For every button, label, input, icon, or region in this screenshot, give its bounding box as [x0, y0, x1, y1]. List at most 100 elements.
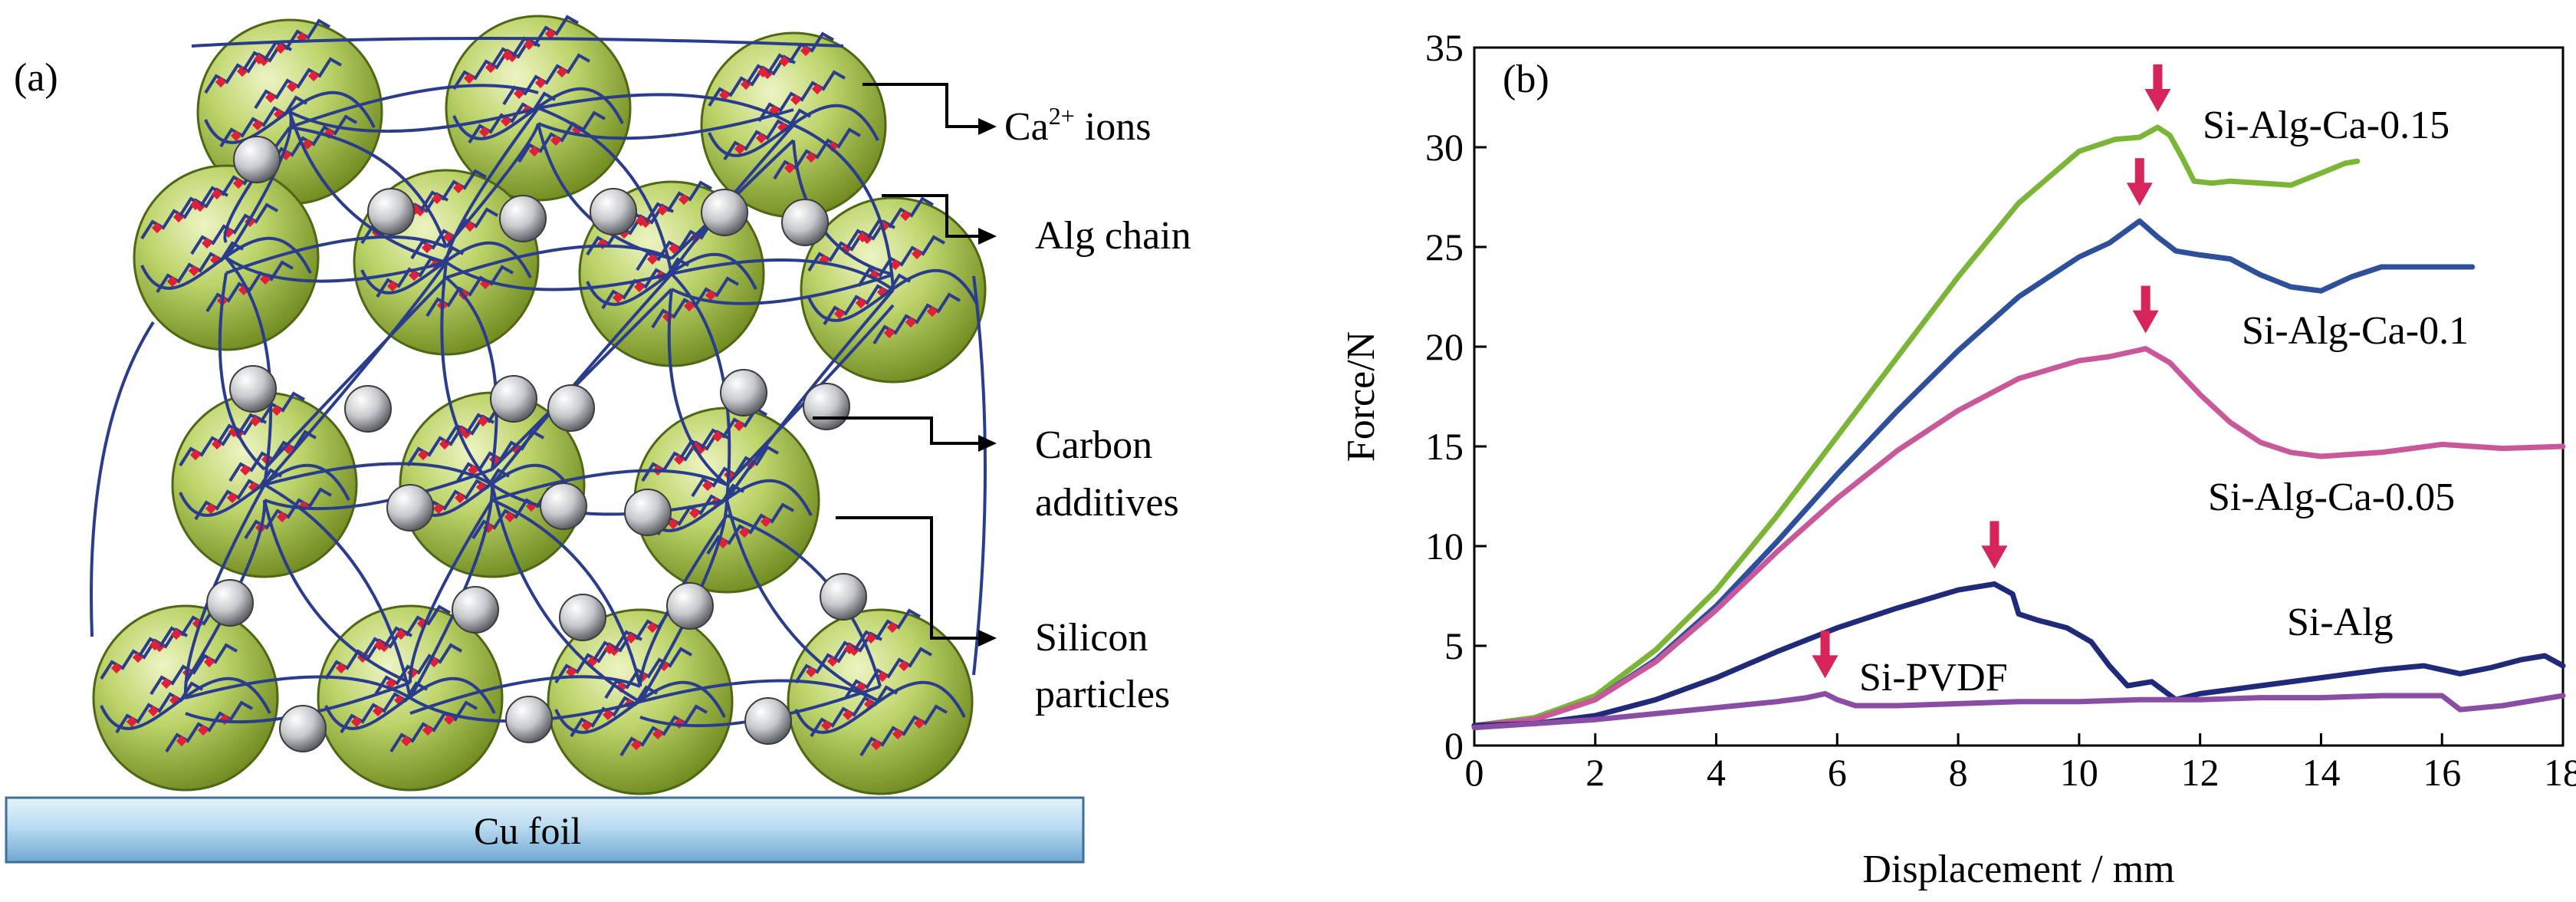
ca-ion [189, 449, 202, 461]
alg-chain-link [288, 111, 447, 264]
ca-ion [826, 140, 839, 153]
ca-ion [544, 28, 557, 40]
x-tick-label: 6 [1828, 751, 1847, 794]
ca-ion [646, 253, 659, 265]
ca-ion [307, 70, 320, 82]
ca-ion [395, 628, 407, 640]
alg-chain-link [184, 499, 267, 684]
ca-ion [463, 72, 475, 84]
ca-ion [386, 280, 399, 292]
alg-chain-link [639, 685, 881, 728]
y-tick-label: 20 [1425, 325, 1464, 368]
series-line-1 [1471, 218, 2476, 729]
ca-ion [176, 735, 188, 747]
ca-ion [784, 162, 796, 174]
alg-chain-link [639, 679, 881, 703]
ca-ion [230, 130, 242, 142]
alg-chain-link [445, 244, 672, 279]
carbon-additive [233, 136, 281, 183]
ca-ion [274, 42, 287, 54]
ca-ion [372, 705, 384, 717]
ca-ion [550, 134, 562, 146]
ca-ion [422, 724, 434, 736]
ca-ion [800, 44, 812, 57]
y-tick-label: 25 [1425, 226, 1464, 268]
alg-chain-link [491, 484, 641, 703]
series-label-si-alg: Si-Alg [2287, 601, 2394, 644]
ca-ion [889, 258, 902, 271]
y-tick-label: 10 [1425, 525, 1464, 568]
ca-ion [855, 297, 867, 309]
ca-ion [431, 193, 443, 205]
carbon-additive [781, 199, 829, 246]
peak-arrows [1812, 64, 2171, 679]
x-tick-label: 8 [1949, 751, 1968, 794]
ca-ion [705, 289, 717, 301]
ca-ion [842, 709, 854, 721]
ca-ion [913, 717, 925, 729]
carbon-additive [490, 375, 537, 423]
x-tick-label: 10 [2060, 751, 2098, 794]
cu-foil-label: Cu foil [474, 809, 581, 852]
ca-ion [253, 53, 265, 65]
ca-ion [271, 404, 283, 416]
x-axis-label: Displacement / mm [1862, 848, 2174, 891]
ca-ion [523, 38, 535, 51]
ca-ion [170, 628, 182, 640]
ca-ion [911, 248, 923, 260]
alg-chain-link [537, 93, 795, 127]
carbon-additives [206, 136, 867, 752]
ca-ion [335, 662, 347, 674]
carbon-additive [499, 195, 547, 242]
series-line-3 [1471, 581, 2566, 729]
ca-ion [500, 115, 512, 127]
alg-chain-link [445, 261, 672, 291]
ca-ion [478, 126, 491, 138]
carbon-additive [229, 365, 277, 413]
carbon-additive [624, 489, 672, 536]
ca-ion [630, 739, 642, 751]
ca-ion [205, 502, 217, 515]
ca-ion [612, 291, 624, 304]
label-alg-chain: Alg chain [1035, 214, 1191, 258]
ca-ion [755, 132, 767, 144]
alg-chain-link [90, 37, 987, 676]
carbon-additive [803, 383, 850, 430]
alg-chain-link [445, 276, 498, 470]
label-particles: particles [1035, 673, 1170, 716]
ca-ion [820, 719, 833, 732]
ca-ion [580, 719, 593, 732]
label-carbon: Carbon [1035, 423, 1152, 467]
carbon-additive [206, 579, 254, 627]
alg-chain-link [185, 681, 411, 724]
carbon-additive [820, 573, 867, 621]
alg-chain-link [491, 483, 728, 516]
ca-ion [211, 188, 223, 200]
alg-chain-link [225, 235, 447, 275]
ca-ion [892, 728, 904, 740]
ca-ion [702, 479, 714, 492]
ca-ion [711, 430, 724, 443]
carbon-additive [547, 384, 595, 432]
label-additives: additives [1035, 481, 1179, 525]
ca-ion [625, 632, 637, 644]
carbon-additive [386, 484, 434, 532]
ca-ion [926, 305, 938, 318]
alg-chain-link [445, 107, 540, 263]
carbon-additive [452, 586, 499, 634]
series-line-0 [1471, 124, 2361, 729]
ca-ion [454, 492, 466, 504]
ca-ion [886, 621, 899, 634]
ca-ion [350, 716, 363, 728]
alg-chain-link [725, 304, 895, 486]
y-tick-label: 5 [1444, 624, 1464, 667]
alg-chain-link [289, 126, 448, 248]
alg-chain-link [445, 123, 540, 249]
peak-arrow [2144, 64, 2171, 112]
ca-ion [856, 231, 869, 243]
alg-chain-link [263, 499, 411, 684]
ca-ion [899, 209, 912, 222]
alg-chain-link [289, 84, 539, 129]
peak-arrow [1981, 521, 2008, 569]
ca-ion [652, 728, 664, 740]
